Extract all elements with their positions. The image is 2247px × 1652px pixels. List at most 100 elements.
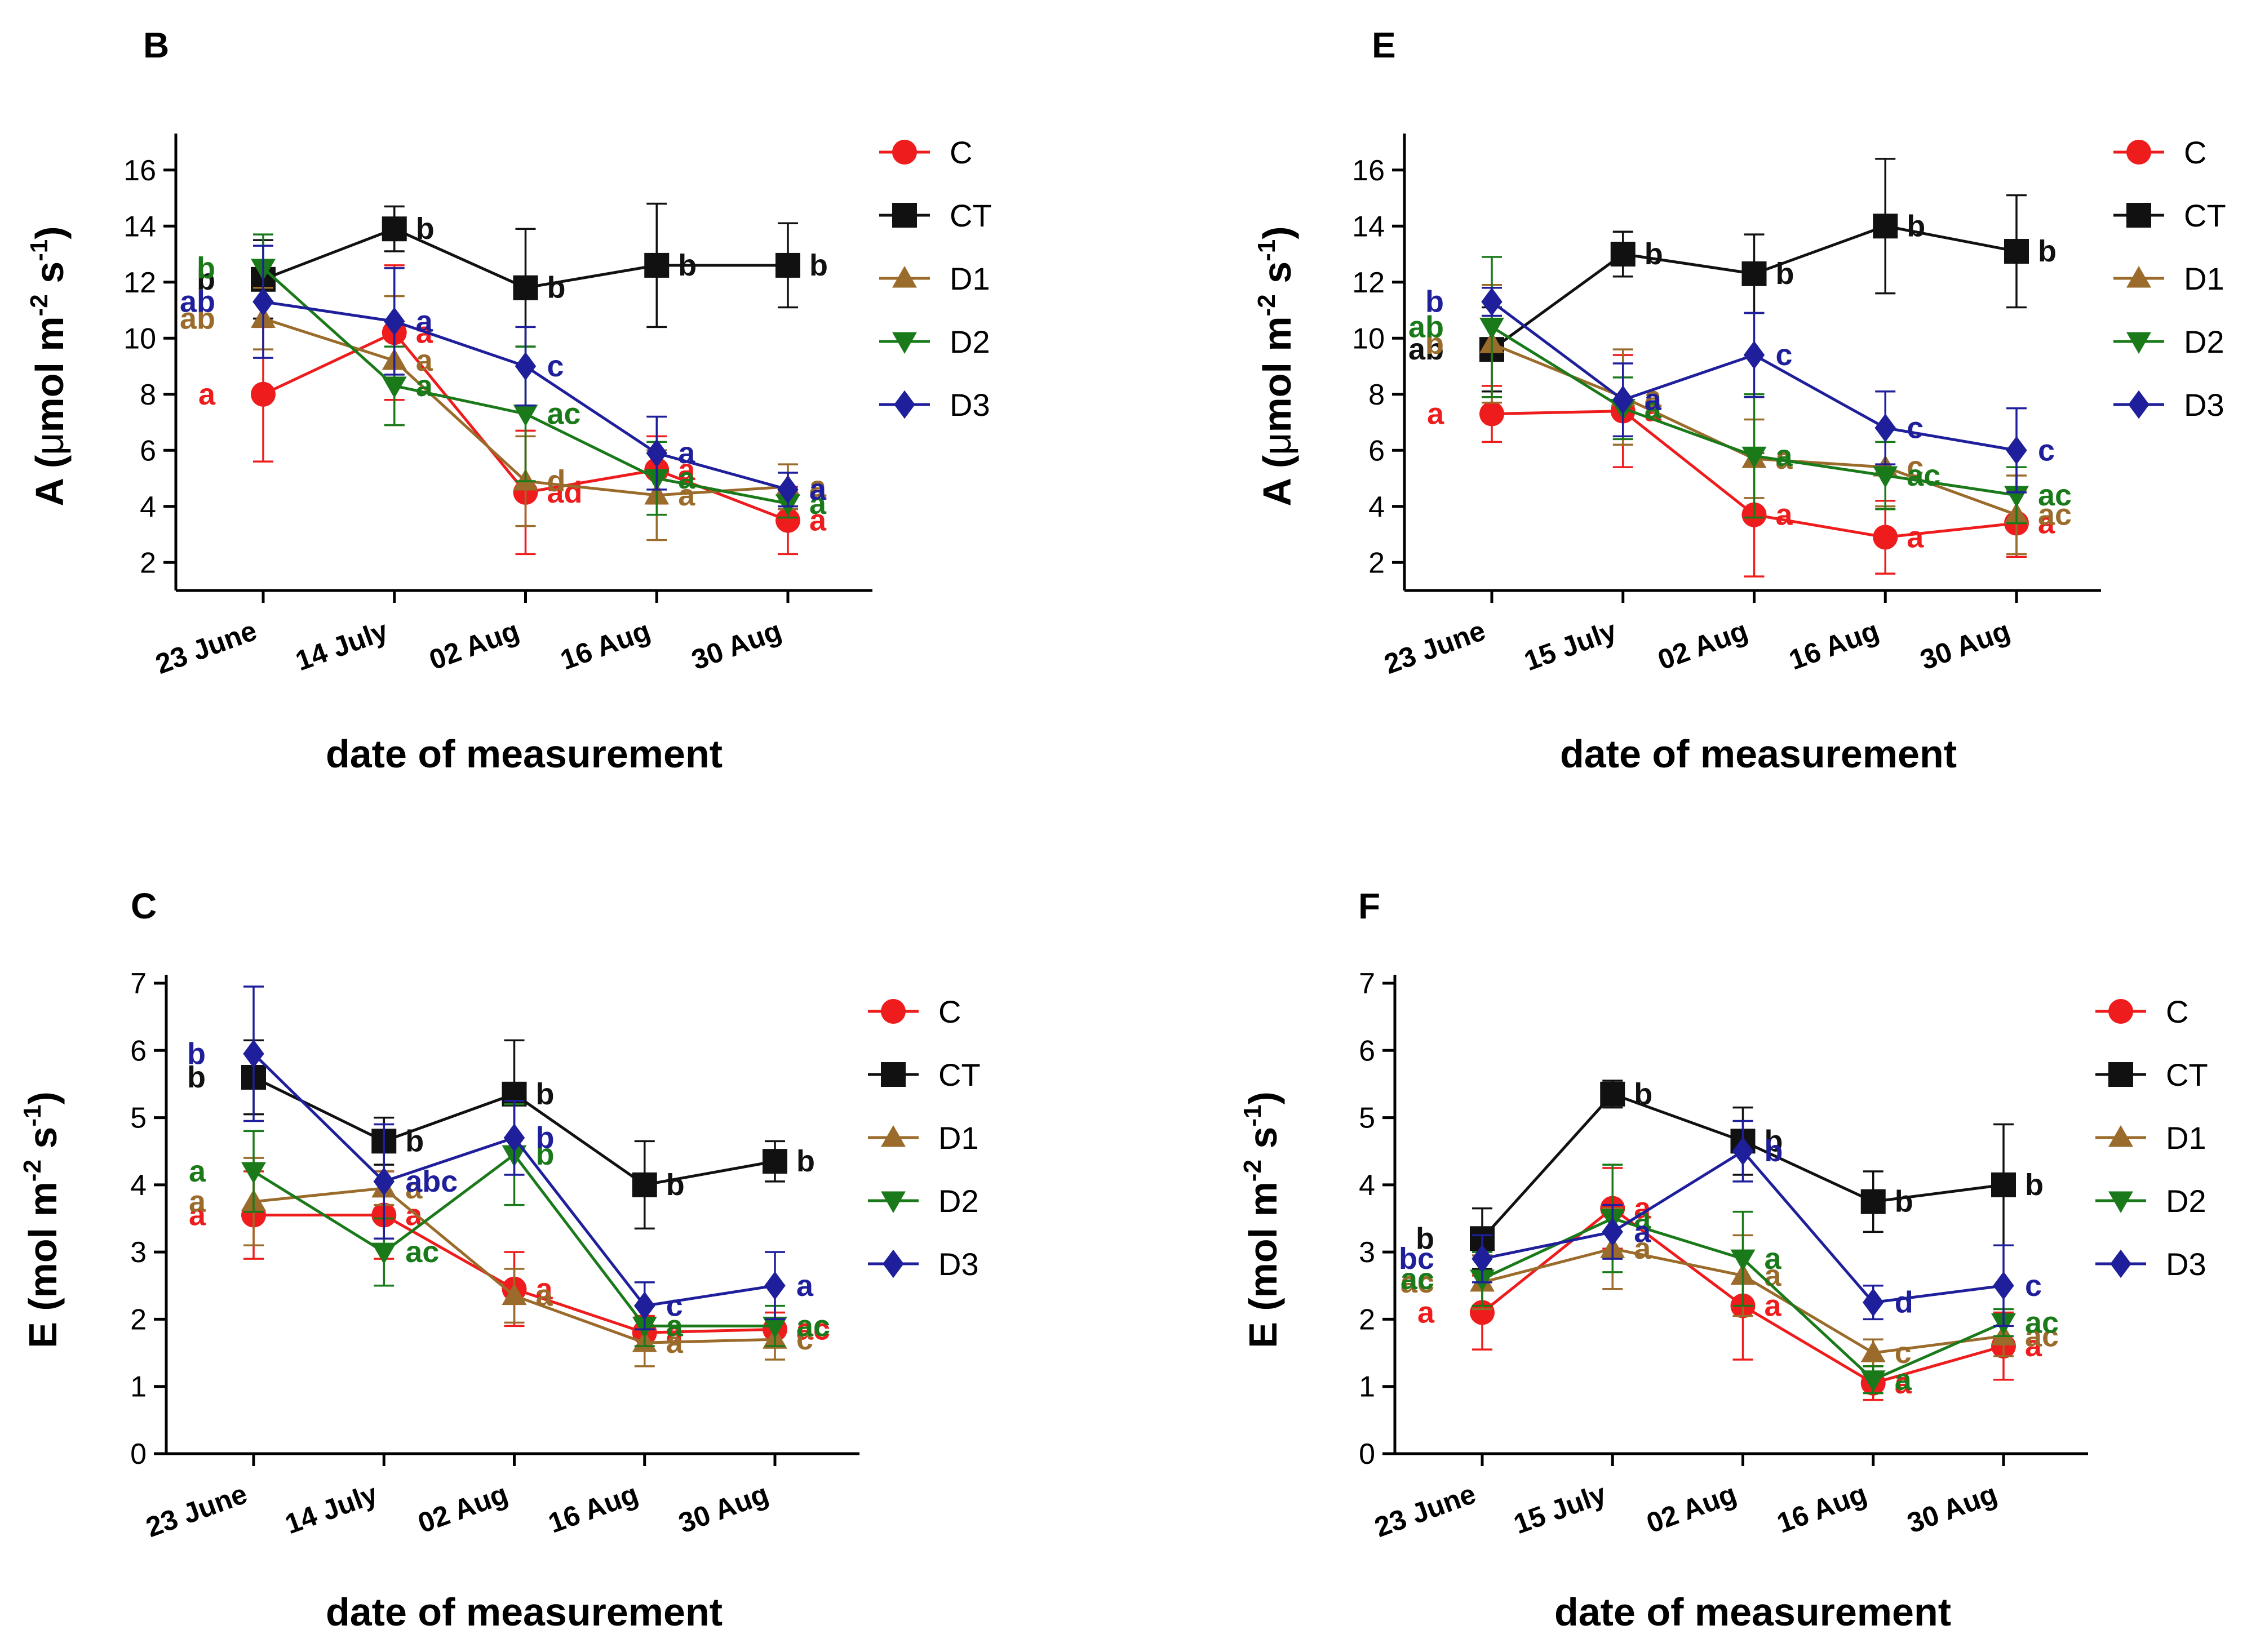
y-tick-label: 8 bbox=[1368, 379, 1385, 411]
y-tick-label: 0 bbox=[130, 1438, 147, 1471]
y-tick-label: 12 bbox=[1352, 267, 1385, 299]
data-point bbox=[1610, 242, 1636, 267]
data-point bbox=[373, 1167, 395, 1196]
data-point bbox=[243, 1039, 264, 1068]
series-D3: bc a b d c bbox=[1399, 1120, 2042, 1327]
x-axis-label: date of measurement bbox=[1560, 732, 1957, 776]
y-axis-label-part: -2 bbox=[1239, 1160, 1266, 1182]
significance-label: b bbox=[405, 1124, 424, 1158]
x-tick-label: 23 June bbox=[152, 615, 261, 680]
significance-label: b bbox=[547, 271, 566, 305]
significance-label: b bbox=[809, 248, 828, 282]
data-point bbox=[1741, 446, 1767, 469]
legend-marker bbox=[881, 1062, 906, 1087]
significance-label: a bbox=[1895, 1363, 1912, 1397]
chart-panel-B: B 2 4 6 8 10 12 14 16 23 June 14 July 02 Aug 16 Aug 3… bbox=[25, 25, 992, 776]
y-tick-label: 7 bbox=[1359, 967, 1375, 1000]
data-point bbox=[2006, 436, 2027, 465]
panel-title: F bbox=[1358, 886, 1380, 926]
significance-label: a bbox=[1907, 520, 1924, 554]
panel-title: B bbox=[143, 25, 169, 65]
x-tick-label: 15 July bbox=[1520, 615, 1621, 677]
x-tick-label: 23 June bbox=[1380, 615, 1490, 680]
panel-title: E bbox=[1372, 25, 1396, 65]
y-tick-label: 4 bbox=[140, 491, 156, 523]
significance-label: ac bbox=[2025, 1319, 2059, 1353]
data-point bbox=[764, 1271, 786, 1300]
legend-label: D2 bbox=[950, 324, 990, 359]
legend-label: D1 bbox=[2184, 261, 2224, 296]
data-point bbox=[763, 1316, 787, 1339]
data-point bbox=[1730, 1249, 1756, 1272]
y-axis-label-part: s bbox=[1255, 261, 1299, 294]
series-D1: a aaa c bbox=[189, 1157, 813, 1367]
significance-label: b bbox=[1776, 257, 1794, 291]
significance-label: b bbox=[536, 1138, 555, 1171]
significance-label: ac bbox=[1907, 459, 1940, 492]
data-point bbox=[1873, 214, 1898, 239]
legend-label: D3 bbox=[2166, 1246, 2206, 1282]
y-axis-label-part: E ( bbox=[1241, 1298, 1285, 1348]
data-point bbox=[1481, 287, 1503, 316]
x-tick-label: 16 Aug bbox=[1772, 1478, 1871, 1539]
y-axis-label-part: s bbox=[1241, 1127, 1285, 1160]
significance-label: b bbox=[1416, 1222, 1434, 1255]
significance-label: b bbox=[666, 1168, 685, 1202]
significance-label: a bbox=[198, 378, 216, 411]
significance-label: a bbox=[809, 470, 827, 504]
legend: C CT D1 D2 D3 bbox=[2113, 135, 2226, 423]
significance-label: c bbox=[547, 349, 564, 383]
y-axis-label-part: -2 bbox=[25, 294, 53, 316]
y-tick-label: 4 bbox=[130, 1169, 147, 1202]
legend-marker bbox=[892, 332, 917, 354]
data-point bbox=[515, 352, 537, 381]
significance-label: a bbox=[1417, 1296, 1435, 1330]
y-tick-label: 2 bbox=[130, 1303, 147, 1336]
y-tick-label: 2 bbox=[140, 547, 156, 579]
significance-label: a bbox=[1765, 1242, 1782, 1276]
significance-label: a bbox=[189, 1154, 206, 1188]
legend-label: D3 bbox=[950, 387, 990, 423]
y-axis-label-part: mol m bbox=[1255, 316, 1299, 432]
x-tick-label: 02 Aug bbox=[1654, 615, 1752, 676]
significance-label: b bbox=[1895, 1185, 1913, 1219]
significance-label: ac bbox=[405, 1235, 439, 1269]
significance-label: b bbox=[796, 1144, 815, 1178]
y-axis-label-part: A ( bbox=[1255, 455, 1299, 506]
y-axis-label-part: s bbox=[28, 261, 72, 294]
y-tick-label: 1 bbox=[1359, 1371, 1375, 1404]
significance-label: d bbox=[547, 464, 566, 498]
y-axis-label-part: mol m bbox=[1241, 1182, 1285, 1298]
legend-marker bbox=[2126, 266, 2151, 288]
data-point bbox=[1602, 1218, 1623, 1246]
significance-label: c bbox=[666, 1289, 683, 1323]
y-tick-label: 16 bbox=[1352, 154, 1385, 187]
significance-label: b bbox=[1425, 327, 1444, 361]
significance-label: ac bbox=[796, 1309, 830, 1343]
y-axis-label-part: -1 bbox=[19, 1105, 46, 1127]
legend-marker bbox=[2126, 203, 2151, 228]
y-tick-label: 10 bbox=[1352, 322, 1385, 355]
x-tick-label: 23 June bbox=[1371, 1478, 1480, 1543]
data-point bbox=[1860, 1189, 1886, 1214]
significance-label: b bbox=[197, 251, 215, 285]
significance-label: ac bbox=[2025, 1305, 2059, 1339]
significance-label: b bbox=[1425, 285, 1444, 319]
chart-panel-E: E 2 4 6 8 10 12 14 16 23 June 15 July 02 Aug 16 Aug 3… bbox=[1253, 25, 2226, 776]
y-axis-label-part: μ bbox=[1255, 433, 1299, 455]
x-tick-label: 14 July bbox=[281, 1478, 382, 1540]
legend-marker bbox=[892, 203, 917, 228]
significance-label: a bbox=[416, 304, 433, 338]
x-axis-label: date of measurement bbox=[1554, 1590, 1951, 1634]
legend-marker bbox=[892, 140, 917, 165]
significance-label: a bbox=[809, 487, 827, 521]
legend-marker bbox=[883, 1249, 904, 1278]
legend-marker bbox=[892, 266, 917, 288]
data-point bbox=[2004, 486, 2029, 508]
significance-label: bc bbox=[1399, 1242, 1434, 1276]
data-point bbox=[632, 1172, 657, 1197]
